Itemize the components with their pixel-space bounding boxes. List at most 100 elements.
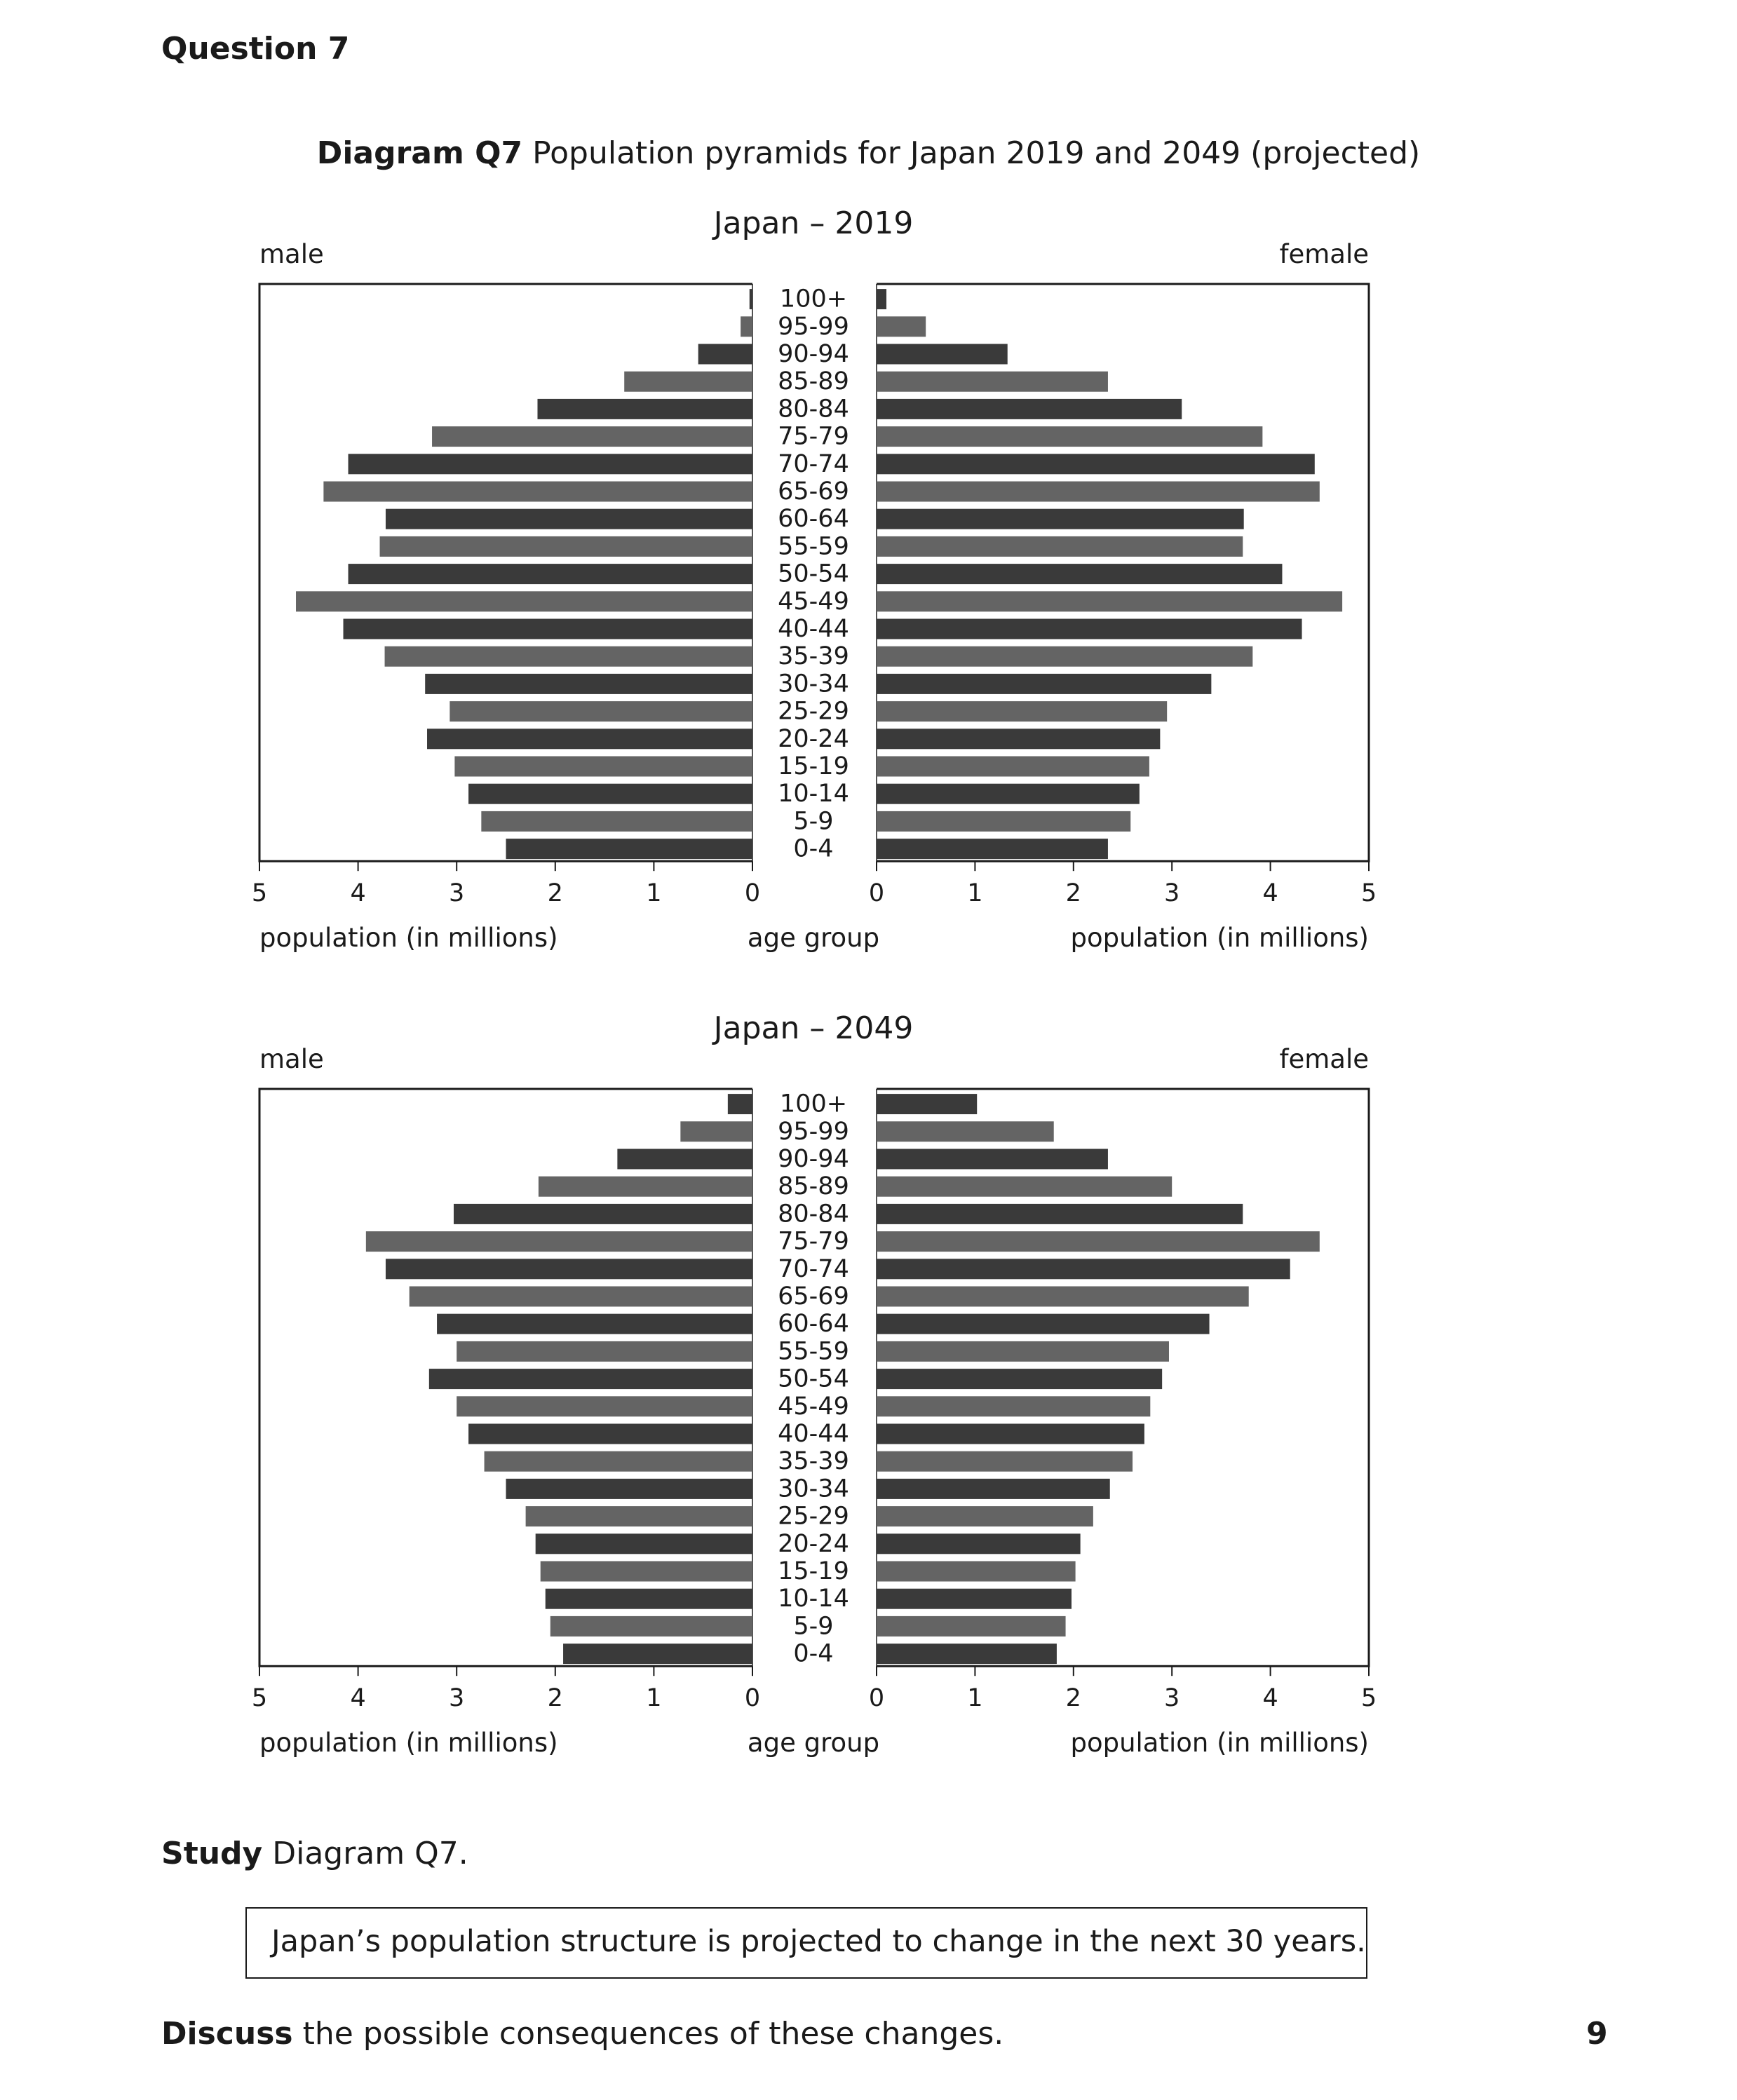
age-group-axis-label: age group: [748, 923, 879, 953]
male-bar: [680, 1121, 752, 1142]
female-tick-label: 0: [869, 879, 884, 907]
female-label: female: [1279, 239, 1369, 269]
male-tick-label: 2: [548, 879, 563, 907]
male-tick-label: 5: [252, 879, 267, 907]
age-group-label: 90-94: [778, 340, 849, 368]
female-bar: [877, 1615, 1066, 1637]
female-plot-frame: [877, 1088, 1370, 1667]
age-group-label: 65-69: [778, 477, 849, 506]
discuss-instruction: Discuss the possible consequences of the…: [161, 2016, 1003, 2052]
age-group-label: 40-44: [778, 1420, 849, 1448]
age-group-label: 80-84: [778, 1200, 849, 1228]
age-group-label: 15-19: [778, 752, 849, 780]
age-group-label: 85-89: [778, 367, 849, 395]
female-tick-label: 4: [1262, 879, 1278, 907]
female-bar: [877, 591, 1343, 612]
female-bar: [877, 371, 1108, 392]
female-axis-label: population (in millions): [1070, 923, 1369, 953]
diagram-caption-text: Population pyramids for Japan 2019 and 2…: [532, 135, 1421, 171]
male-label: male: [259, 239, 324, 269]
male-tick-label: 1: [646, 879, 661, 907]
female-bar: [877, 1506, 1093, 1527]
male-tick-label: 2: [548, 1684, 563, 1712]
male-bar: [437, 1313, 752, 1334]
female-bar: [877, 1286, 1249, 1307]
male-bar: [481, 811, 752, 832]
male-tick-label: 3: [449, 879, 464, 907]
study-text: Diagram Q7.: [262, 1836, 468, 1871]
male-bar: [323, 481, 752, 502]
female-tick-label: 2: [1066, 879, 1081, 907]
female-tick-label: 0: [869, 1684, 884, 1712]
male-bar: [385, 1259, 752, 1280]
age-group-label: 20-24: [778, 1530, 849, 1558]
female-bar: [877, 1644, 1057, 1665]
male-tick-label: 4: [350, 879, 365, 907]
male-bar: [409, 1286, 752, 1307]
female-bar: [877, 1423, 1144, 1444]
male-bar: [741, 316, 752, 337]
male-bar: [365, 1231, 752, 1252]
discuss-text: the possible consequences of these chang…: [292, 2016, 1004, 2052]
male-tick-label: 3: [449, 1684, 464, 1712]
age-group-label: 10-14: [778, 780, 849, 808]
female-bar: [877, 454, 1315, 475]
age-group-label: 55-59: [778, 532, 849, 560]
male-bar: [535, 1533, 752, 1554]
male-bar: [525, 1506, 752, 1527]
female-bar: [877, 1231, 1320, 1252]
age-group-label: 100+: [780, 285, 847, 313]
male-tick-label: 5: [252, 1684, 267, 1712]
age-group-label: 70-74: [778, 1255, 849, 1283]
female-bar: [877, 564, 1283, 585]
male-label: male: [259, 1044, 324, 1074]
female-bar: [877, 1561, 1076, 1582]
diagram-caption: Diagram Q7 Population pyramids for Japan…: [0, 135, 1737, 171]
study-instruction: Study Diagram Q7.: [161, 1836, 468, 1871]
female-bar: [877, 344, 1008, 365]
female-tick-label: 2: [1066, 1684, 1081, 1712]
study-bold: Study: [161, 1836, 263, 1871]
male-tick-label: 0: [745, 879, 760, 907]
age-group-label: 35-39: [778, 642, 849, 670]
female-bar: [877, 1588, 1072, 1609]
female-bar: [877, 1176, 1172, 1197]
female-bar: [877, 508, 1244, 529]
female-bar: [877, 426, 1263, 447]
female-bar: [877, 398, 1182, 419]
female-bar: [877, 481, 1320, 502]
female-bar: [877, 646, 1253, 667]
male-bar: [727, 1094, 752, 1115]
male-bar: [454, 756, 752, 777]
age-group-label: 10-14: [778, 1585, 849, 1613]
age-group-label: 40-44: [778, 615, 849, 643]
female-bar: [877, 289, 887, 310]
female-bar: [877, 536, 1243, 557]
male-bar: [468, 1423, 752, 1444]
female-bar: [877, 618, 1302, 639]
male-bar: [296, 591, 753, 612]
chart-title: Japan – 2019: [712, 205, 914, 241]
age-group-label: 75-79: [778, 423, 849, 451]
female-bar: [877, 1094, 978, 1115]
female-label: female: [1279, 1044, 1369, 1074]
female-bar: [877, 1451, 1133, 1472]
age-group-label: 45-49: [778, 1393, 849, 1421]
female-bar: [877, 1149, 1108, 1170]
age-group-label: 5-9: [793, 1612, 833, 1640]
male-tick-label: 0: [745, 1684, 760, 1712]
statement-box: Japan’s population structure is projecte…: [245, 1907, 1367, 1979]
female-bar: [877, 701, 1168, 722]
male-bar: [617, 1149, 752, 1170]
male-bar: [457, 1396, 752, 1417]
female-tick-label: 1: [967, 1684, 982, 1712]
age-group-label: 60-64: [778, 1310, 849, 1338]
female-bar: [877, 839, 1108, 860]
male-plot-frame: [258, 283, 752, 862]
male-bar: [468, 783, 752, 804]
age-group-label: 30-34: [778, 670, 849, 698]
age-group-label: 90-94: [778, 1145, 849, 1173]
age-group-label: 20-24: [778, 725, 849, 753]
age-group-label: 50-54: [778, 560, 849, 588]
